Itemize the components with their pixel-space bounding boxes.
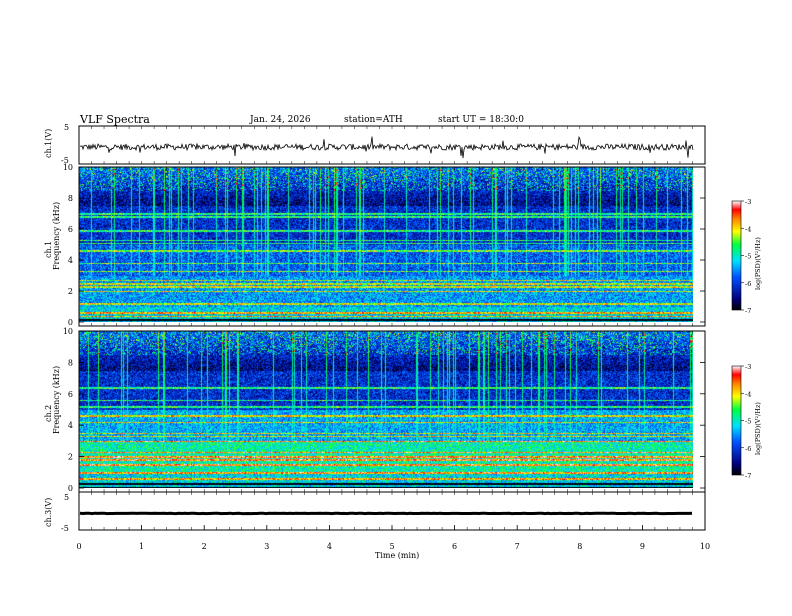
ch2-spectrogram-image <box>79 331 693 488</box>
colorbar-tick-label: -7 <box>745 307 751 315</box>
colorbar-tick-label: -5 <box>745 418 751 426</box>
freq-tick-label: 4 <box>68 421 73 430</box>
ch3-waveform-panel: 5 -5 ch.3(V) 0 1 2 3 4 5 6 7 8 9 10 Time (min) <box>44 492 710 560</box>
freq-tick-label: 6 <box>68 390 73 399</box>
ch1-spectrogram-ylabel: Frequency (kHz) <box>52 202 61 270</box>
ch2-colorbar <box>732 366 741 475</box>
start-time-label: start UT = 18:30:0 <box>438 115 524 125</box>
freq-tick-label: 2 <box>68 453 73 462</box>
ch1-spectrogram-image <box>79 167 693 322</box>
station-label: station=ATH <box>344 115 403 125</box>
ch2-colorbar-label: log(PSD)(V²/Hz) <box>754 402 762 455</box>
ch1-ylabel: ch.1(V) <box>44 129 53 158</box>
time-axis-ticks: 0 1 2 3 4 5 6 7 8 9 10 <box>76 525 710 551</box>
ch2-colorbar-ticks: -3 -4 -5 -6 -7 <box>741 363 751 480</box>
ch3-ylabel: ch.3(V) <box>44 498 53 527</box>
colorbar-tick-label: -3 <box>745 198 751 206</box>
freq-tick-label: 0 <box>68 484 73 493</box>
time-tick-label: 4 <box>327 542 332 551</box>
time-tick-label: 3 <box>264 542 269 551</box>
colorbar-tick-label: -4 <box>745 225 751 233</box>
freq-tick-label: 6 <box>68 225 73 234</box>
ch1-colorbar <box>732 201 741 310</box>
time-tick-label: 0 <box>76 542 81 551</box>
freq-tick-label: 4 <box>68 256 73 265</box>
time-tick-label: 5 <box>389 542 394 551</box>
freq-tick-label: 0 <box>68 318 73 327</box>
colorbar-tick-label: -3 <box>745 363 751 371</box>
ch3-ytick-top: 5 <box>64 493 69 502</box>
colorbar-tick-label: -7 <box>745 472 751 480</box>
time-tick-label: 7 <box>515 542 520 551</box>
ch3-ytick-bottom: -5 <box>61 524 69 533</box>
ch1-waveform-panel: 5 -5 ch.1(V) <box>44 123 705 165</box>
colorbar-tick-label: -6 <box>745 445 751 453</box>
time-tick-label: 8 <box>577 542 582 551</box>
ch3-waveform-frame <box>79 492 705 530</box>
time-tick-label: 6 <box>452 542 457 551</box>
ch2-spectrogram-ylabel: Frequency (kHz) <box>52 366 61 434</box>
colorbar-tick-label: -5 <box>745 253 751 261</box>
freq-tick-label: 10 <box>63 327 73 336</box>
time-axis-label: Time (min) <box>375 551 419 560</box>
date-label: Jan. 24, 2026 <box>249 115 311 125</box>
freq-tick-label: 8 <box>68 358 73 367</box>
freq-tick-label: 2 <box>68 287 73 296</box>
time-tick-label: 9 <box>640 542 645 551</box>
ch1-colorbar-ticks: -3 -4 -5 -6 -7 <box>741 198 751 315</box>
freq-tick-label: 8 <box>68 194 73 203</box>
figure-title: VLF Spectra <box>79 113 150 126</box>
colorbar-tick-label: -4 <box>745 390 751 398</box>
time-tick-label: 1 <box>139 542 144 551</box>
ch1-waveform-trace <box>80 137 693 159</box>
freq-tick-label: 10 <box>63 163 73 172</box>
time-tick-label: 2 <box>202 542 207 551</box>
ch1-colorbar-label: log(PSD)(V²/Hz) <box>754 237 762 290</box>
time-tick-label: 10 <box>700 542 710 551</box>
colorbar-tick-label: -6 <box>745 280 751 288</box>
ch1-ytick-top: 5 <box>64 123 69 132</box>
